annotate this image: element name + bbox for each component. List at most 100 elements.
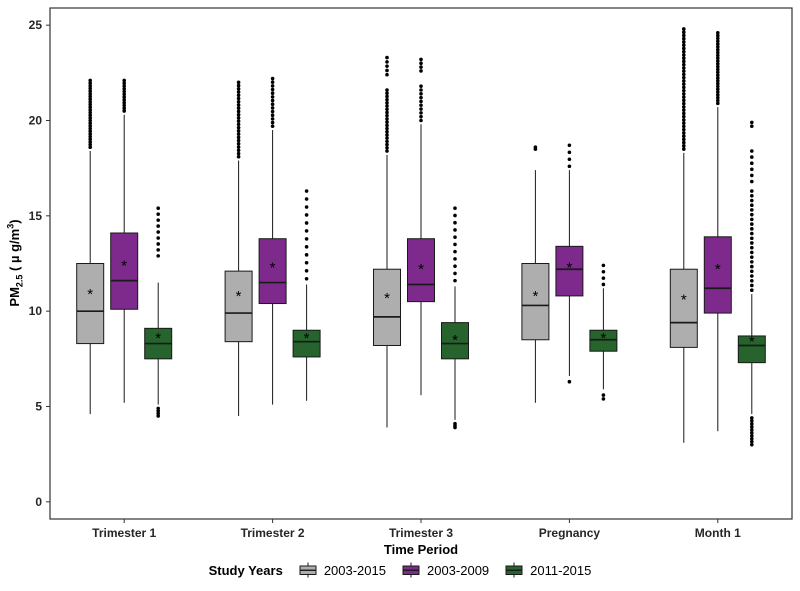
outlier-dot (716, 90, 720, 94)
outlier-dot (682, 27, 686, 31)
outlier-dot (88, 124, 92, 128)
outlier-dot (750, 433, 754, 438)
outlier-dot (385, 68, 389, 73)
outlier-dot (682, 140, 686, 145)
outlier-dot (88, 100, 92, 104)
outlier-dot (682, 53, 686, 57)
outlier-dot (453, 278, 457, 283)
outlier-dot (122, 78, 126, 83)
outlier-dot (385, 72, 389, 77)
outlier-dot (419, 61, 423, 66)
outlier-dot (88, 137, 92, 141)
outlier-dot (122, 84, 126, 88)
outlier-dot (385, 113, 389, 118)
y-tick-label: 5 (35, 400, 42, 414)
outlier-dot (453, 242, 457, 247)
outlier-dot (750, 264, 754, 269)
x-tick-label: Trimester 3 (389, 526, 453, 540)
outlier-dot (682, 59, 686, 64)
outlier-dot (601, 263, 606, 268)
outlier-dot (270, 91, 275, 96)
outlier-dot (419, 65, 423, 69)
x-tick-label: Month 1 (695, 526, 741, 540)
outlier-dot (716, 78, 720, 83)
outlier-dot (682, 40, 686, 44)
outlier-dot (156, 411, 160, 416)
outlier-dot (122, 100, 126, 105)
outlier-dot (304, 197, 309, 201)
x-tick-label: Pregnancy (539, 526, 601, 540)
outlier-dot (236, 96, 241, 101)
outlier-dot (601, 393, 606, 397)
outlier-dot (682, 101, 686, 106)
outlier-dot (682, 118, 686, 122)
mean-marker: * (681, 292, 687, 309)
box (76, 263, 105, 345)
outlier-dot (716, 33, 720, 38)
box (669, 268, 698, 348)
legend-item-label: 2003-2009 (426, 562, 490, 578)
outlier-dot (682, 33, 686, 38)
outlier-dot (419, 88, 423, 92)
outlier-dot (750, 198, 754, 203)
outlier-dot (385, 60, 389, 64)
legend-item-label: 2011-2015 (530, 562, 592, 578)
outlier-dot (453, 206, 457, 211)
outlier-dot (682, 49, 686, 54)
outlier-dot (750, 419, 754, 423)
outlier-dot (567, 164, 572, 169)
outlier-dot (750, 278, 754, 283)
outlier-dot (419, 103, 423, 108)
outlier-dot (156, 230, 160, 234)
outlier-dot (682, 111, 686, 116)
outlier-dot (304, 245, 309, 249)
outlier-dot (750, 161, 754, 166)
outlier-dot (385, 104, 389, 108)
y-axis-title-sub: 2.5 (14, 274, 25, 288)
y-tick-label: 15 (29, 209, 43, 223)
x-tick-label: Trimester 2 (241, 526, 305, 540)
outlier-dot (236, 106, 241, 111)
outlier-dot (419, 111, 423, 115)
outlier-dot (270, 102, 275, 107)
outlier-dot (156, 206, 160, 211)
outlier-dot (716, 95, 720, 100)
mean-marker: * (121, 257, 127, 274)
outlier-dot (750, 416, 754, 420)
outlier-dot (567, 143, 572, 148)
outlier-dot (385, 136, 389, 140)
outlier-dot (682, 131, 686, 135)
outlier-dot (567, 157, 572, 162)
outlier-dot (682, 124, 686, 129)
mean-marker: * (384, 290, 390, 307)
outlier-dot (88, 102, 92, 107)
outlier-dot (716, 98, 720, 103)
outlier-dot (750, 442, 754, 447)
outlier-dot (750, 422, 754, 426)
outlier-dot (750, 124, 754, 129)
box (441, 322, 469, 360)
mean-marker: * (452, 332, 458, 349)
outlier-dot (88, 145, 92, 149)
outlier-dot (682, 88, 686, 93)
outlier-dot (156, 224, 160, 228)
outlier-dot (716, 62, 720, 66)
x-axis-title: Time Period (384, 542, 458, 557)
outlier-dot (716, 93, 720, 97)
outlier-dot (419, 95, 423, 100)
outlier-dot (453, 264, 457, 268)
outlier-dot (236, 112, 241, 117)
outlier-dot (716, 101, 720, 106)
outlier-dot (88, 78, 92, 83)
outlier-dot (156, 254, 160, 258)
outlier-dot (88, 140, 92, 144)
outlier-dot (122, 95, 126, 99)
outlier-dot (682, 69, 686, 73)
outlier-dot (385, 91, 389, 96)
outlier-dot (601, 276, 606, 280)
outlier-dot (385, 133, 389, 137)
outlier-dot (156, 409, 160, 413)
outlier-dot (750, 269, 754, 274)
